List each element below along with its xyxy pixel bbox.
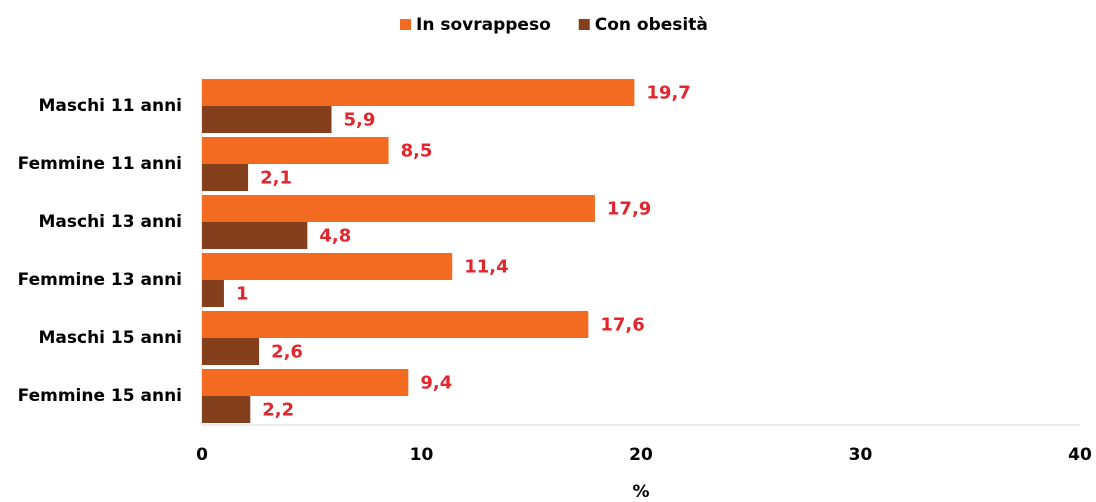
value-label: 5,9 [344,110,376,131]
x-tick-label: 20 [629,445,653,465]
legend-swatch [578,19,590,30]
value-label: 4,8 [319,226,351,247]
legend-label: In sovrappeso [416,15,551,35]
y-tick-label: Femmine 15 anni [18,386,182,406]
value-label: 2,2 [262,400,294,421]
bar [202,369,409,396]
y-tick-label: Maschi 15 anni [38,328,182,348]
bar [202,106,332,133]
y-tick-label: Femmine 13 anni [18,270,182,290]
bar [202,222,308,249]
x-tick-label: 40 [1068,445,1092,465]
y-tick-label: Maschi 13 anni [38,212,182,232]
legend-swatch [400,19,411,30]
value-label: 19,7 [646,83,690,104]
bar [202,253,453,280]
bar [202,137,389,164]
x-tick-label: 0 [196,445,208,465]
value-label: 9,4 [420,373,452,394]
bar [202,79,635,106]
x-axis-label: % [632,482,649,502]
value-label: 2,6 [271,342,303,363]
x-tick-label: 30 [849,445,873,465]
x-tick-label: 10 [410,445,434,465]
bar [202,164,249,191]
y-tick-label: Maschi 11 anni [38,96,182,116]
bar [202,280,224,307]
value-label: 8,5 [401,141,433,162]
bar [202,396,251,423]
value-label: 17,9 [607,199,651,220]
bar [202,311,589,338]
value-label: 2,1 [260,168,292,189]
legend-label: Con obesità [595,15,708,35]
bar [202,338,260,365]
bar [202,195,595,222]
value-label: 17,6 [600,315,644,336]
value-label: 1 [236,284,249,305]
y-tick-label: Femmine 11 anni [18,154,182,174]
value-label: 11,4 [464,257,508,278]
